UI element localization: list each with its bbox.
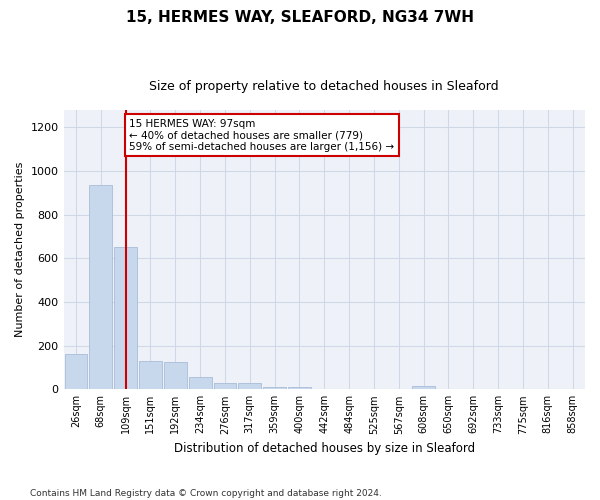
Text: 15, HERMES WAY, SLEAFORD, NG34 7WH: 15, HERMES WAY, SLEAFORD, NG34 7WH — [126, 10, 474, 25]
Text: Contains HM Land Registry data © Crown copyright and database right 2024.: Contains HM Land Registry data © Crown c… — [30, 488, 382, 498]
Bar — [263, 386, 286, 390]
Y-axis label: Number of detached properties: Number of detached properties — [15, 162, 25, 337]
Bar — [188, 376, 212, 390]
Title: Size of property relative to detached houses in Sleaford: Size of property relative to detached ho… — [149, 80, 499, 94]
Bar — [214, 383, 236, 390]
Bar — [288, 387, 311, 390]
Bar — [65, 354, 88, 390]
Bar — [89, 185, 112, 390]
Bar — [238, 384, 261, 390]
Bar — [139, 361, 162, 390]
X-axis label: Distribution of detached houses by size in Sleaford: Distribution of detached houses by size … — [174, 442, 475, 455]
Bar — [164, 362, 187, 390]
Bar — [114, 248, 137, 390]
Bar — [412, 386, 435, 390]
Text: 15 HERMES WAY: 97sqm
← 40% of detached houses are smaller (779)
59% of semi-deta: 15 HERMES WAY: 97sqm ← 40% of detached h… — [130, 118, 394, 152]
